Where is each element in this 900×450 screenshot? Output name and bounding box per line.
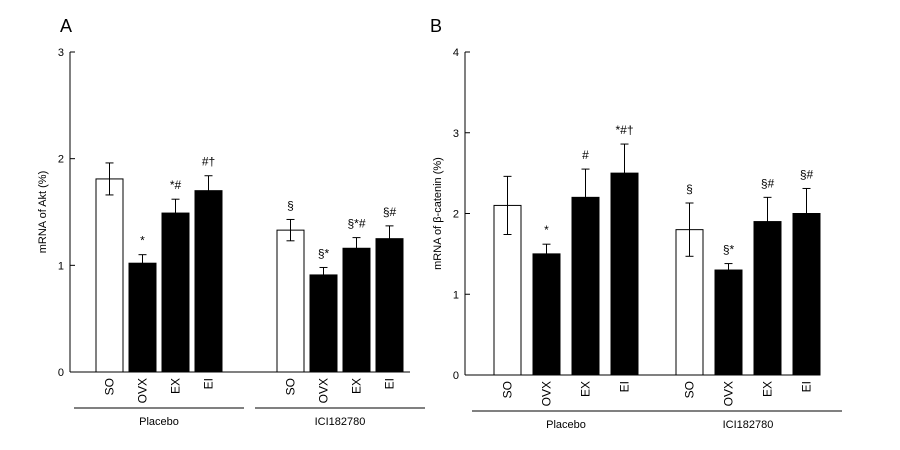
significance-label: §*# bbox=[347, 217, 365, 231]
category-label: SO bbox=[501, 381, 515, 398]
significance-label: § bbox=[287, 198, 294, 212]
significance-label: §# bbox=[800, 167, 814, 181]
category-label: EI bbox=[800, 381, 814, 392]
significance-label: §* bbox=[318, 246, 330, 260]
group-label: Placebo bbox=[139, 416, 179, 428]
category-label: EX bbox=[169, 378, 183, 394]
category-label: EI bbox=[202, 378, 216, 389]
significance-label: §# bbox=[383, 205, 397, 219]
significance-label: # bbox=[582, 148, 589, 162]
y-tick-label: 4 bbox=[453, 47, 459, 59]
category-label: SO bbox=[103, 378, 117, 395]
bar bbox=[194, 190, 223, 373]
bar bbox=[342, 247, 371, 373]
significance-label: §# bbox=[761, 176, 775, 190]
group-label: Placebo bbox=[546, 419, 586, 431]
category-label: EX bbox=[761, 381, 775, 397]
y-tick-label: 1 bbox=[58, 260, 64, 272]
significance-label: * bbox=[544, 223, 549, 237]
category-label: EX bbox=[350, 378, 364, 394]
category-label: OVX bbox=[540, 381, 554, 406]
y-tick-label: 0 bbox=[58, 367, 64, 379]
category-label: OVX bbox=[136, 378, 150, 403]
significance-label: §* bbox=[723, 243, 735, 257]
y-tick-label: 3 bbox=[58, 47, 64, 59]
y-tick-label: 0 bbox=[453, 370, 459, 382]
bar bbox=[375, 238, 404, 373]
bar bbox=[276, 229, 305, 373]
bar bbox=[792, 213, 821, 376]
bar bbox=[571, 196, 600, 376]
bar bbox=[95, 178, 124, 373]
y-axis-label: mRNA of Akt (%) bbox=[37, 171, 49, 254]
bar bbox=[753, 221, 782, 376]
bar bbox=[161, 212, 190, 373]
group-label: ICI182780 bbox=[723, 419, 774, 431]
category-label: EI bbox=[618, 381, 632, 392]
bar bbox=[714, 269, 743, 376]
y-tick-label: 3 bbox=[453, 128, 459, 140]
chart-panel-b: B 0 1 2 3 4 mRNA of β-catenin (%) SO * OVX # EX *#† E… bbox=[430, 16, 842, 431]
y-axis-label: mRNA of β-catenin (%) bbox=[432, 157, 444, 270]
bar bbox=[610, 172, 639, 376]
y-tick-label: 2 bbox=[58, 154, 64, 166]
bar bbox=[309, 274, 338, 373]
panel-letter: B bbox=[430, 16, 442, 36]
bar bbox=[128, 262, 157, 373]
bar bbox=[532, 253, 561, 376]
category-label: OVX bbox=[722, 381, 736, 406]
significance-label: § bbox=[686, 182, 693, 196]
category-label: OVX bbox=[317, 378, 331, 403]
significance-label: *#† bbox=[615, 123, 633, 137]
significance-label: *# bbox=[170, 178, 182, 192]
significance-label: #† bbox=[202, 155, 215, 169]
category-label: EX bbox=[579, 381, 593, 397]
group-label: ICI182780 bbox=[315, 416, 366, 428]
y-tick-label: 2 bbox=[453, 209, 459, 221]
significance-label: * bbox=[140, 234, 145, 248]
category-label: SO bbox=[683, 381, 697, 398]
panel-letter: A bbox=[60, 16, 72, 36]
category-label: EI bbox=[383, 378, 397, 389]
chart-panel-a: A 0 1 2 3 mRNA of Akt (%) SO * OVX *# EX #† EI Placeb… bbox=[37, 16, 425, 428]
y-tick-label: 1 bbox=[453, 289, 459, 301]
category-label: SO bbox=[284, 378, 298, 395]
